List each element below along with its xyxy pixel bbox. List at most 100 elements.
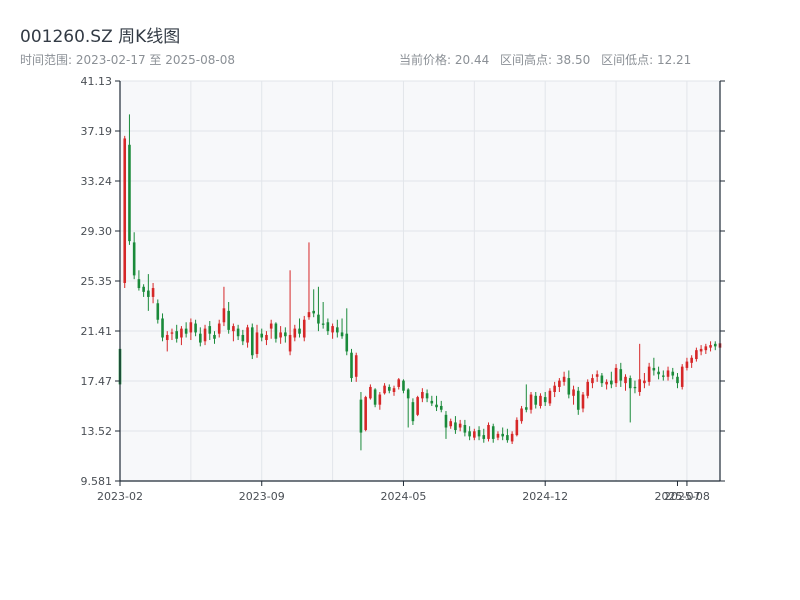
candle-body: [449, 421, 453, 427]
candle-body: [293, 328, 297, 338]
candle-body: [477, 430, 481, 437]
candle-body: [137, 279, 141, 289]
candle-body: [402, 380, 405, 391]
candle-body: [529, 394, 533, 410]
y-tick-label: 41.13: [81, 75, 113, 88]
candle-body: [558, 380, 561, 387]
candle-body: [359, 399, 363, 433]
candle-body: [165, 334, 169, 341]
candle-body: [184, 328, 188, 334]
candle-body: [605, 381, 608, 385]
candle-body: [236, 328, 240, 337]
candle-body: [610, 380, 613, 385]
candle-body: [147, 290, 150, 297]
chart-title: 001260.SZ 周K线图: [20, 27, 181, 47]
candle-body: [336, 327, 339, 333]
y-tick-label: 21.41: [81, 325, 113, 338]
candle-body: [217, 323, 221, 334]
candle-body: [638, 379, 641, 393]
candle-body: [128, 144, 131, 242]
candle-body: [685, 361, 689, 368]
candle-body: [265, 334, 268, 341]
candle-body: [491, 426, 495, 439]
candle-body: [553, 385, 556, 393]
x-tick-label: 2023-09: [239, 490, 285, 503]
candle-body: [548, 390, 552, 404]
candle-body: [562, 376, 566, 382]
current-price-text: 当前价格: 20.44: [399, 53, 490, 67]
candle-body: [307, 312, 311, 318]
candle-body: [534, 395, 538, 405]
candle-body: [345, 333, 349, 352]
candle-body: [539, 395, 542, 406]
candle-body: [279, 332, 282, 338]
candle-body: [543, 397, 547, 403]
candle-body: [274, 323, 278, 339]
candle-body: [425, 393, 429, 399]
candle-body: [350, 352, 353, 379]
candle-body: [312, 310, 315, 314]
candle-body: [487, 424, 490, 439]
candle-body: [506, 435, 509, 441]
candle-body: [123, 138, 127, 283]
candle-body: [657, 371, 660, 375]
candle-body: [246, 327, 249, 343]
candle-body: [387, 386, 391, 391]
candle-body: [378, 394, 382, 405]
candle-body: [572, 389, 575, 396]
candle-body: [180, 328, 183, 338]
period-low-text: 区间低点: 12.21: [601, 53, 692, 67]
candle-body: [666, 370, 670, 377]
candle-body: [595, 374, 599, 377]
candle-body: [496, 433, 500, 438]
candle-body: [695, 350, 698, 360]
candle-body: [317, 314, 320, 324]
candle-body: [161, 318, 164, 338]
candle-body: [454, 422, 457, 431]
candle-body: [520, 408, 523, 422]
candle-body: [482, 435, 486, 439]
candle-body: [340, 332, 344, 337]
x-tick-label: 2025-08: [664, 490, 710, 503]
candle-body: [586, 381, 590, 396]
candle-body: [302, 319, 306, 338]
candle-body: [189, 322, 193, 333]
candle-body: [680, 366, 684, 387]
candle-body: [591, 378, 594, 384]
candle-body: [175, 331, 178, 339]
y-tick-label: 25.35: [81, 275, 113, 288]
candle-body: [567, 378, 571, 395]
y-tick-label: 37.19: [81, 125, 113, 138]
candle-body: [709, 345, 712, 348]
candle-body: [397, 379, 401, 387]
price-stats: 当前价格: 20.44 区间高点: 38.50 区间低点: 12.21: [399, 51, 698, 68]
candle-body: [515, 419, 519, 436]
candle-body: [699, 348, 703, 352]
candle-body: [288, 334, 292, 352]
candle-body: [435, 404, 438, 408]
candle-body: [170, 332, 174, 334]
candle-body: [525, 407, 528, 410]
candle-body: [468, 431, 471, 437]
candle-body: [652, 367, 656, 371]
candle-body: [624, 376, 627, 384]
candle-body: [633, 386, 637, 389]
candle-body: [213, 334, 216, 339]
candle-body: [458, 423, 462, 428]
candle-body: [671, 371, 675, 376]
candle-body: [142, 286, 145, 292]
candle-body: [354, 355, 358, 377]
candle-body: [463, 424, 467, 433]
candle-body: [269, 323, 273, 329]
candle-body: [406, 389, 410, 399]
candle-body: [690, 357, 693, 363]
candle-body: [614, 367, 618, 384]
candle-body: [392, 388, 396, 393]
candle-body: [250, 327, 254, 356]
grid-lines: [119, 80, 720, 482]
candle-body: [298, 328, 301, 334]
candle-body: [704, 346, 708, 351]
period-high-text: 区间高点: 38.50: [500, 53, 591, 67]
candle-body: [600, 375, 604, 384]
